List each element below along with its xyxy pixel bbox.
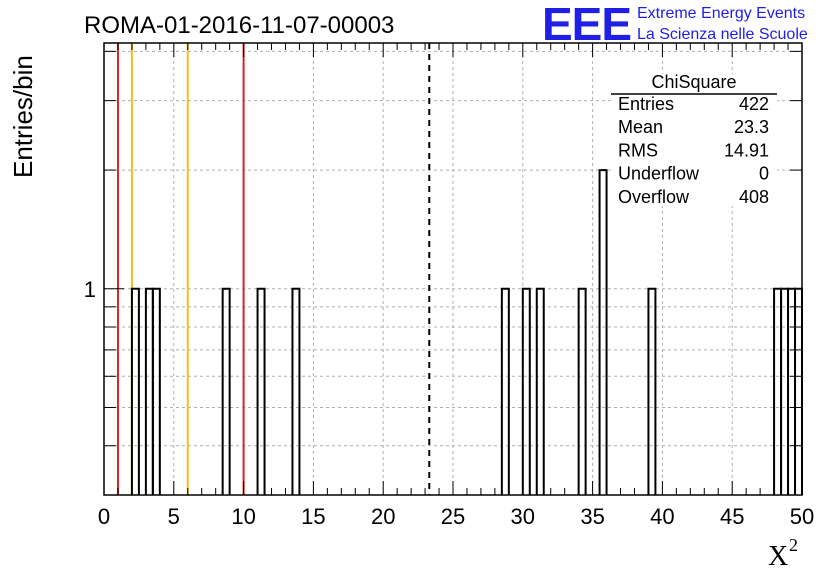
axes [103, 42, 803, 496]
stats-label: Overflow [618, 187, 690, 207]
histogram-bar [291, 287, 301, 495]
stats-value: 0 [759, 164, 769, 184]
stats-title: ChiSquare [651, 72, 736, 92]
grid-lines [104, 43, 802, 495]
histogram-bar [647, 287, 657, 495]
logo-line-1: Extreme Energy Events [637, 5, 805, 22]
x-tick-labels: 0 5 10 15 20 25 30 35 40 45 50 [98, 504, 814, 529]
x-axis-label-main: X [768, 541, 788, 572]
x-tick-label: 20 [371, 504, 395, 529]
stats-value: 23.3 [734, 117, 769, 137]
chart-title: ROMA-01-2016-11-07-00003 [84, 12, 394, 39]
x-axis-label-superscript: 2 [789, 535, 798, 555]
stats-label: Underflow [618, 164, 700, 184]
x-tick-label: 0 [98, 504, 110, 529]
stats-label: Entries [618, 94, 674, 114]
eee-logo: EEE Extreme Energy Events La Scienza nel… [542, 0, 808, 50]
y-axis-label: Entries/bin [8, 55, 38, 178]
histogram-bar [130, 287, 140, 495]
stats-label: RMS [618, 140, 658, 160]
stats-value: 408 [739, 187, 769, 207]
x-tick-label: 40 [650, 504, 674, 529]
histogram-bins [130, 169, 803, 495]
x-tick-label: 35 [580, 504, 604, 529]
reference-lines [116, 43, 431, 495]
stats-value: 14.91 [724, 140, 769, 160]
stats-box: ChiSquare Entries 422 Mean 23.3 RMS 14.91 Unde… [611, 72, 777, 207]
stats-label: Mean [618, 117, 663, 137]
histogram-bar [577, 287, 587, 495]
histogram-bar [256, 287, 266, 495]
stats-value: 422 [739, 94, 769, 114]
histogram-bar [151, 287, 161, 495]
y-tick-labels: 1 [84, 277, 96, 302]
x-tick-label: 10 [231, 504, 255, 529]
x-tick-label: 50 [790, 504, 814, 529]
histogram-bar [500, 287, 510, 495]
logo-mark: EEE [542, 0, 631, 50]
x-axis-label: X 2 [768, 535, 798, 572]
histogram-bar [521, 287, 531, 495]
x-tick-label: 25 [441, 504, 465, 529]
stats-box-background [611, 74, 777, 206]
y-tick-label: 1 [84, 277, 96, 302]
x-tick-label: 15 [301, 504, 325, 529]
histogram-bar [535, 287, 545, 495]
x-tick-label: 30 [511, 504, 535, 529]
histogram-bar [221, 287, 231, 495]
logo-line-2: La Scienza nelle Scuole [637, 26, 808, 43]
x-tick-label: 5 [168, 504, 180, 529]
histogram-bar [598, 169, 608, 495]
x-tick-label: 45 [720, 504, 744, 529]
